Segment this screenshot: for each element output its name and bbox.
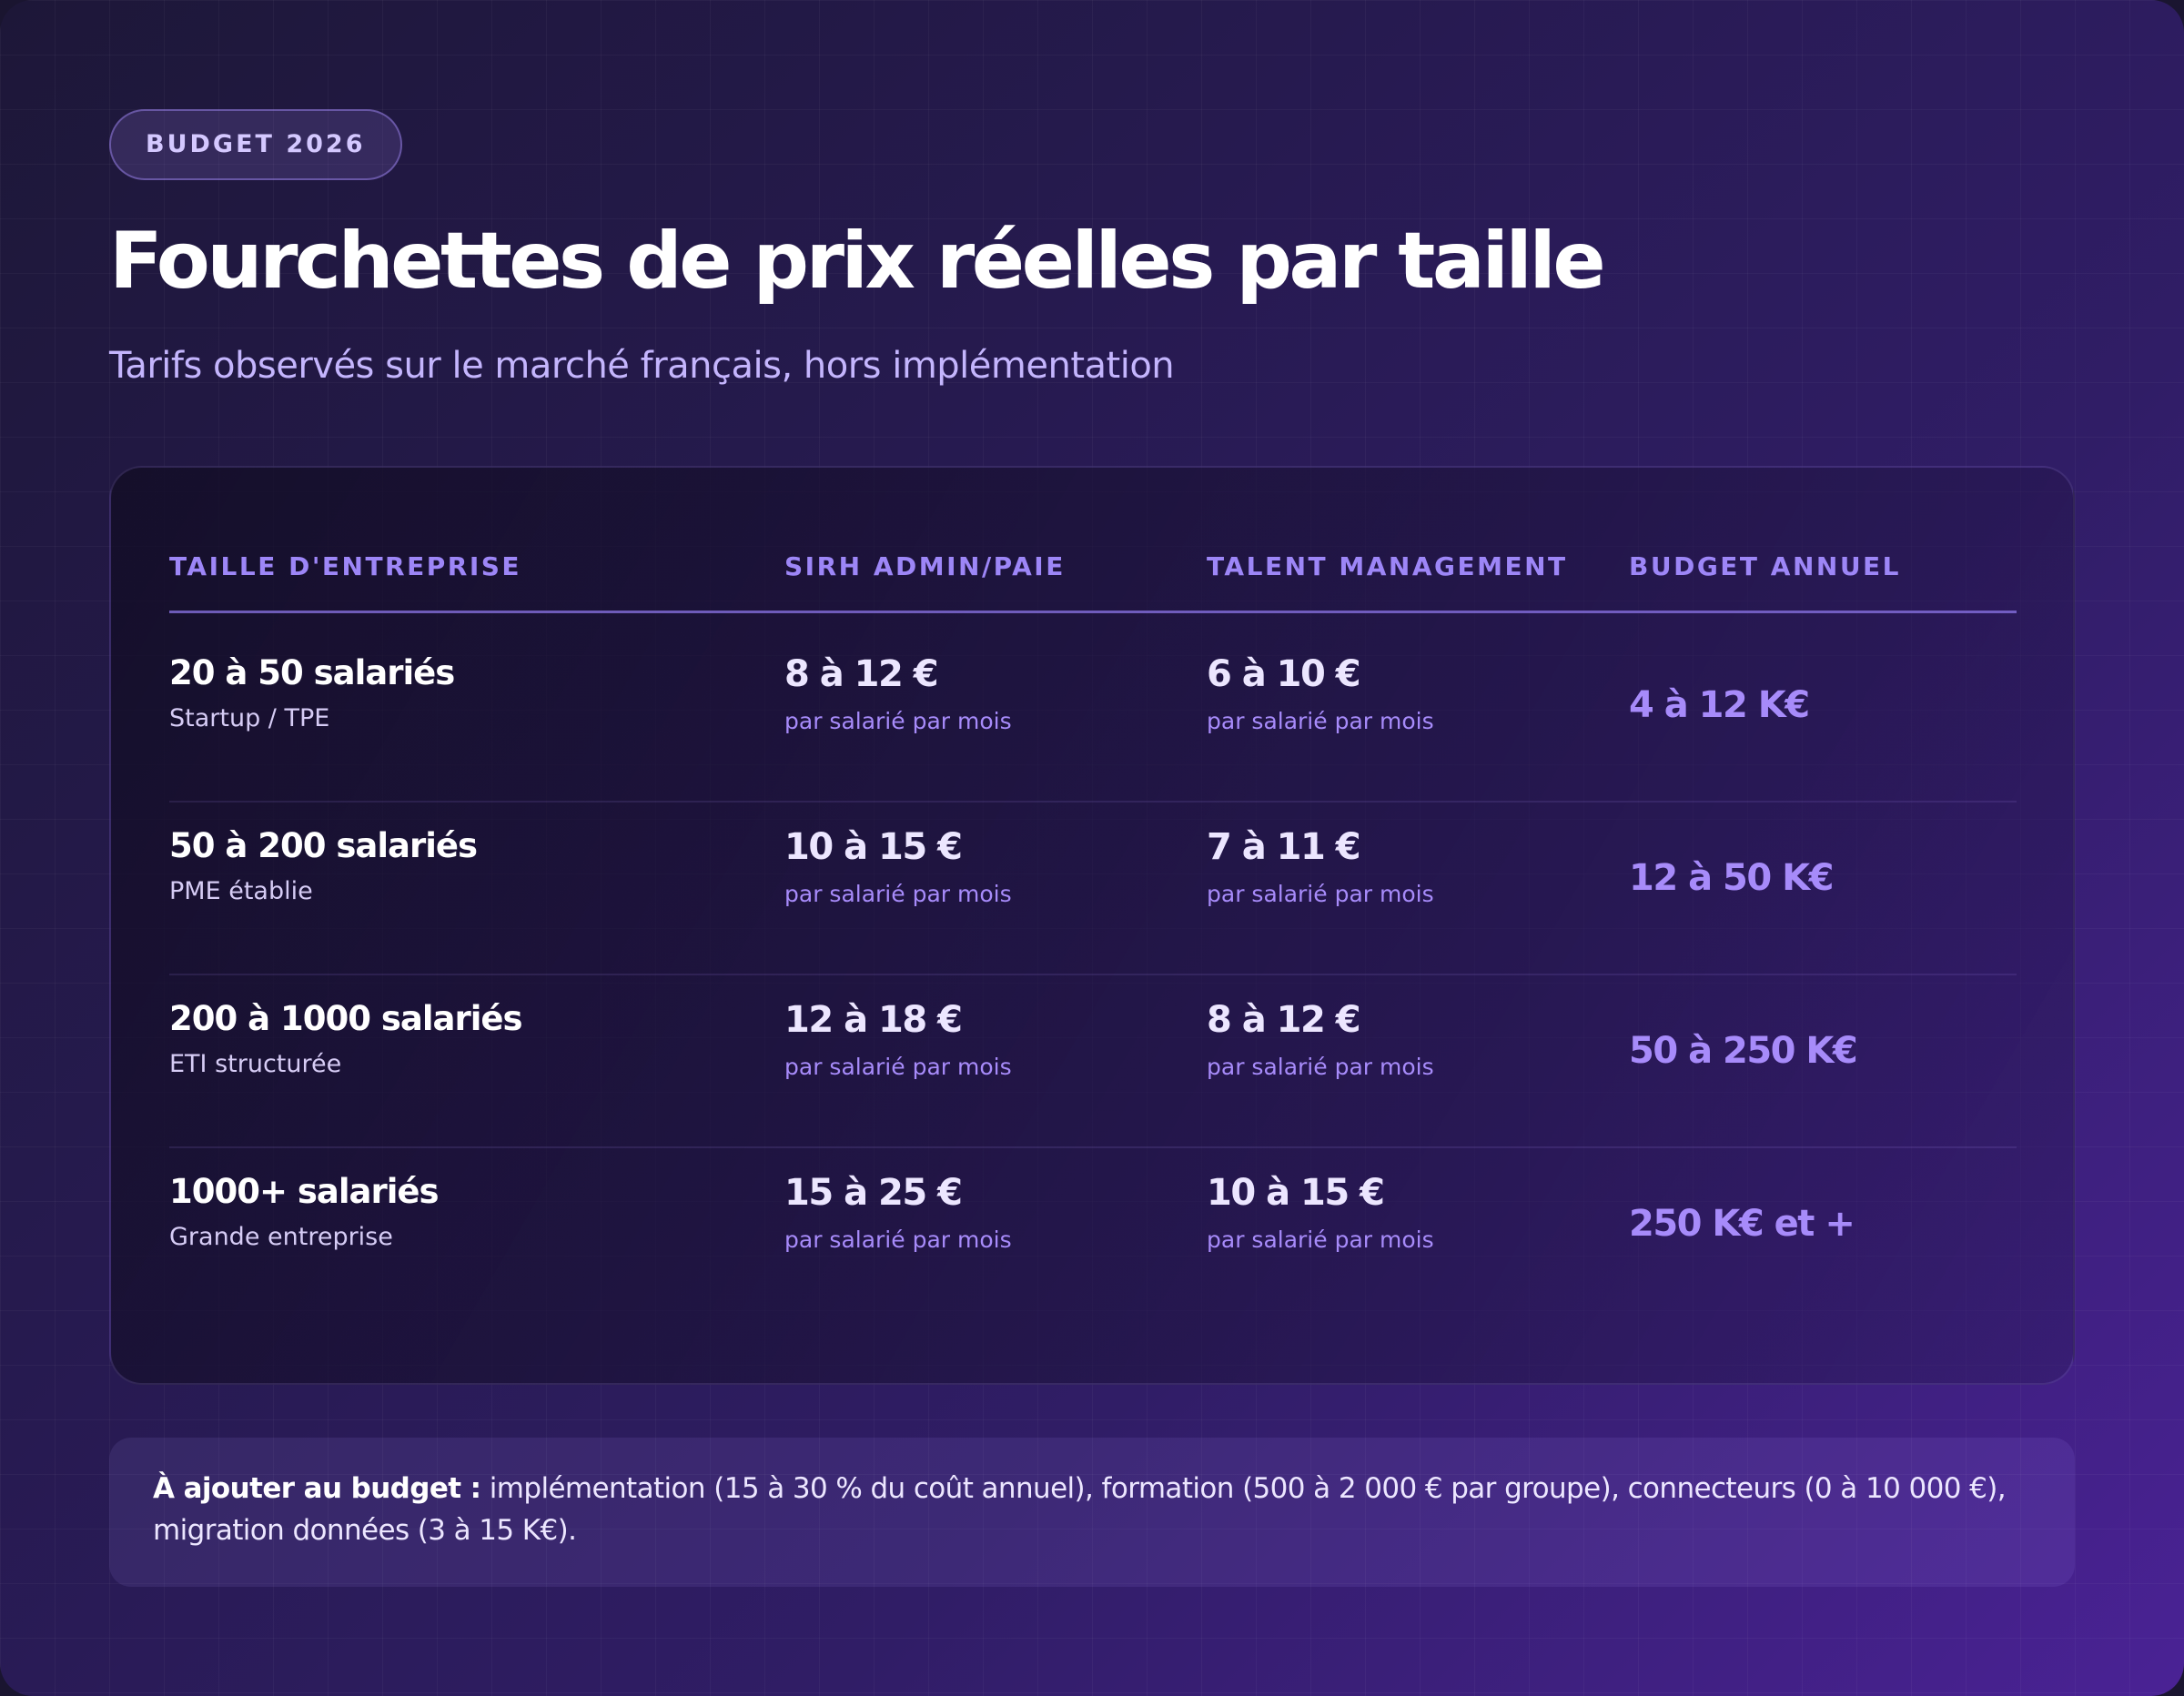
budget-note-label: À ajouter au budget : xyxy=(153,1472,481,1505)
page-title: Fourchettes de prix réelles par taille xyxy=(109,216,1606,307)
row-sirh-price: 8 à 12 € xyxy=(784,653,939,695)
row-talent-price: 10 à 15 € xyxy=(1207,1172,1385,1214)
row-talent-price: 6 à 10 € xyxy=(1207,653,1361,695)
table-row: 200 à 1000 salariés ETI structurée 12 à … xyxy=(169,975,2017,1148)
header-annual-budget: BUDGET ANNUEL xyxy=(1629,551,1902,581)
header-talent-management: TALENT MANAGEMENT xyxy=(1207,551,1568,581)
row-segment: Startup / TPE xyxy=(169,704,330,732)
row-segment: PME établie xyxy=(169,877,313,905)
pricing-table: TAILLE D'ENTREPRISE SIRH ADMIN/PAIE TALE… xyxy=(109,466,2075,1385)
row-company-size: 50 à 200 salariés xyxy=(169,826,478,865)
header-company-size: TAILLE D'ENTREPRISE xyxy=(169,551,522,581)
header-sirh-admin: SIRH ADMIN/PAIE xyxy=(784,551,1066,581)
budget-badge: BUDGET 2026 xyxy=(109,109,402,180)
table-row: 1000+ salariés Grande entreprise 15 à 25… xyxy=(169,1148,2017,1321)
row-annual-budget: 250 K€ et + xyxy=(1629,1203,1855,1245)
table-row: 50 à 200 salariés PME établie 10 à 15 € … xyxy=(169,803,2017,975)
row-sirh-price: 10 à 15 € xyxy=(784,826,963,868)
table-header: TAILLE D'ENTREPRISE SIRH ADMIN/PAIE TALE… xyxy=(169,551,2017,613)
row-sirh-unit: par salarié par mois xyxy=(784,1227,1012,1253)
row-company-size: 200 à 1000 salariés xyxy=(169,999,523,1038)
row-segment: Grande entreprise xyxy=(169,1223,393,1251)
row-company-size: 20 à 50 salariés xyxy=(169,653,455,692)
row-annual-budget: 12 à 50 K€ xyxy=(1629,857,1834,899)
budget-note: À ajouter au budget : implémentation (15… xyxy=(109,1438,2075,1587)
row-company-size: 1000+ salariés xyxy=(169,1172,440,1211)
row-sirh-price: 15 à 25 € xyxy=(784,1172,963,1214)
row-sirh-price: 12 à 18 € xyxy=(784,999,963,1041)
row-talent-unit: par salarié par mois xyxy=(1207,1054,1434,1080)
budget-note-body: implémentation (15 à 30 % du coût annuel… xyxy=(153,1472,2007,1547)
row-talent-unit: par salarié par mois xyxy=(1207,881,1434,907)
row-sirh-unit: par salarié par mois xyxy=(784,1054,1012,1080)
row-sirh-unit: par salarié par mois xyxy=(784,708,1012,734)
row-segment: ETI structurée xyxy=(169,1050,342,1078)
page-subtitle: Tarifs observés sur le marché français, … xyxy=(109,345,1175,387)
table-row: 20 à 50 salariés Startup / TPE 8 à 12 € … xyxy=(169,630,2017,803)
row-annual-budget: 50 à 250 K€ xyxy=(1629,1030,1858,1072)
row-annual-budget: 4 à 12 K€ xyxy=(1629,684,1810,726)
row-talent-price: 8 à 12 € xyxy=(1207,999,1361,1041)
row-talent-unit: par salarié par mois xyxy=(1207,708,1434,734)
row-sirh-unit: par salarié par mois xyxy=(784,881,1012,907)
row-talent-price: 7 à 11 € xyxy=(1207,826,1361,868)
budget-note-text: À ajouter au budget : implémentation (15… xyxy=(153,1468,2031,1551)
row-talent-unit: par salarié par mois xyxy=(1207,1227,1434,1253)
